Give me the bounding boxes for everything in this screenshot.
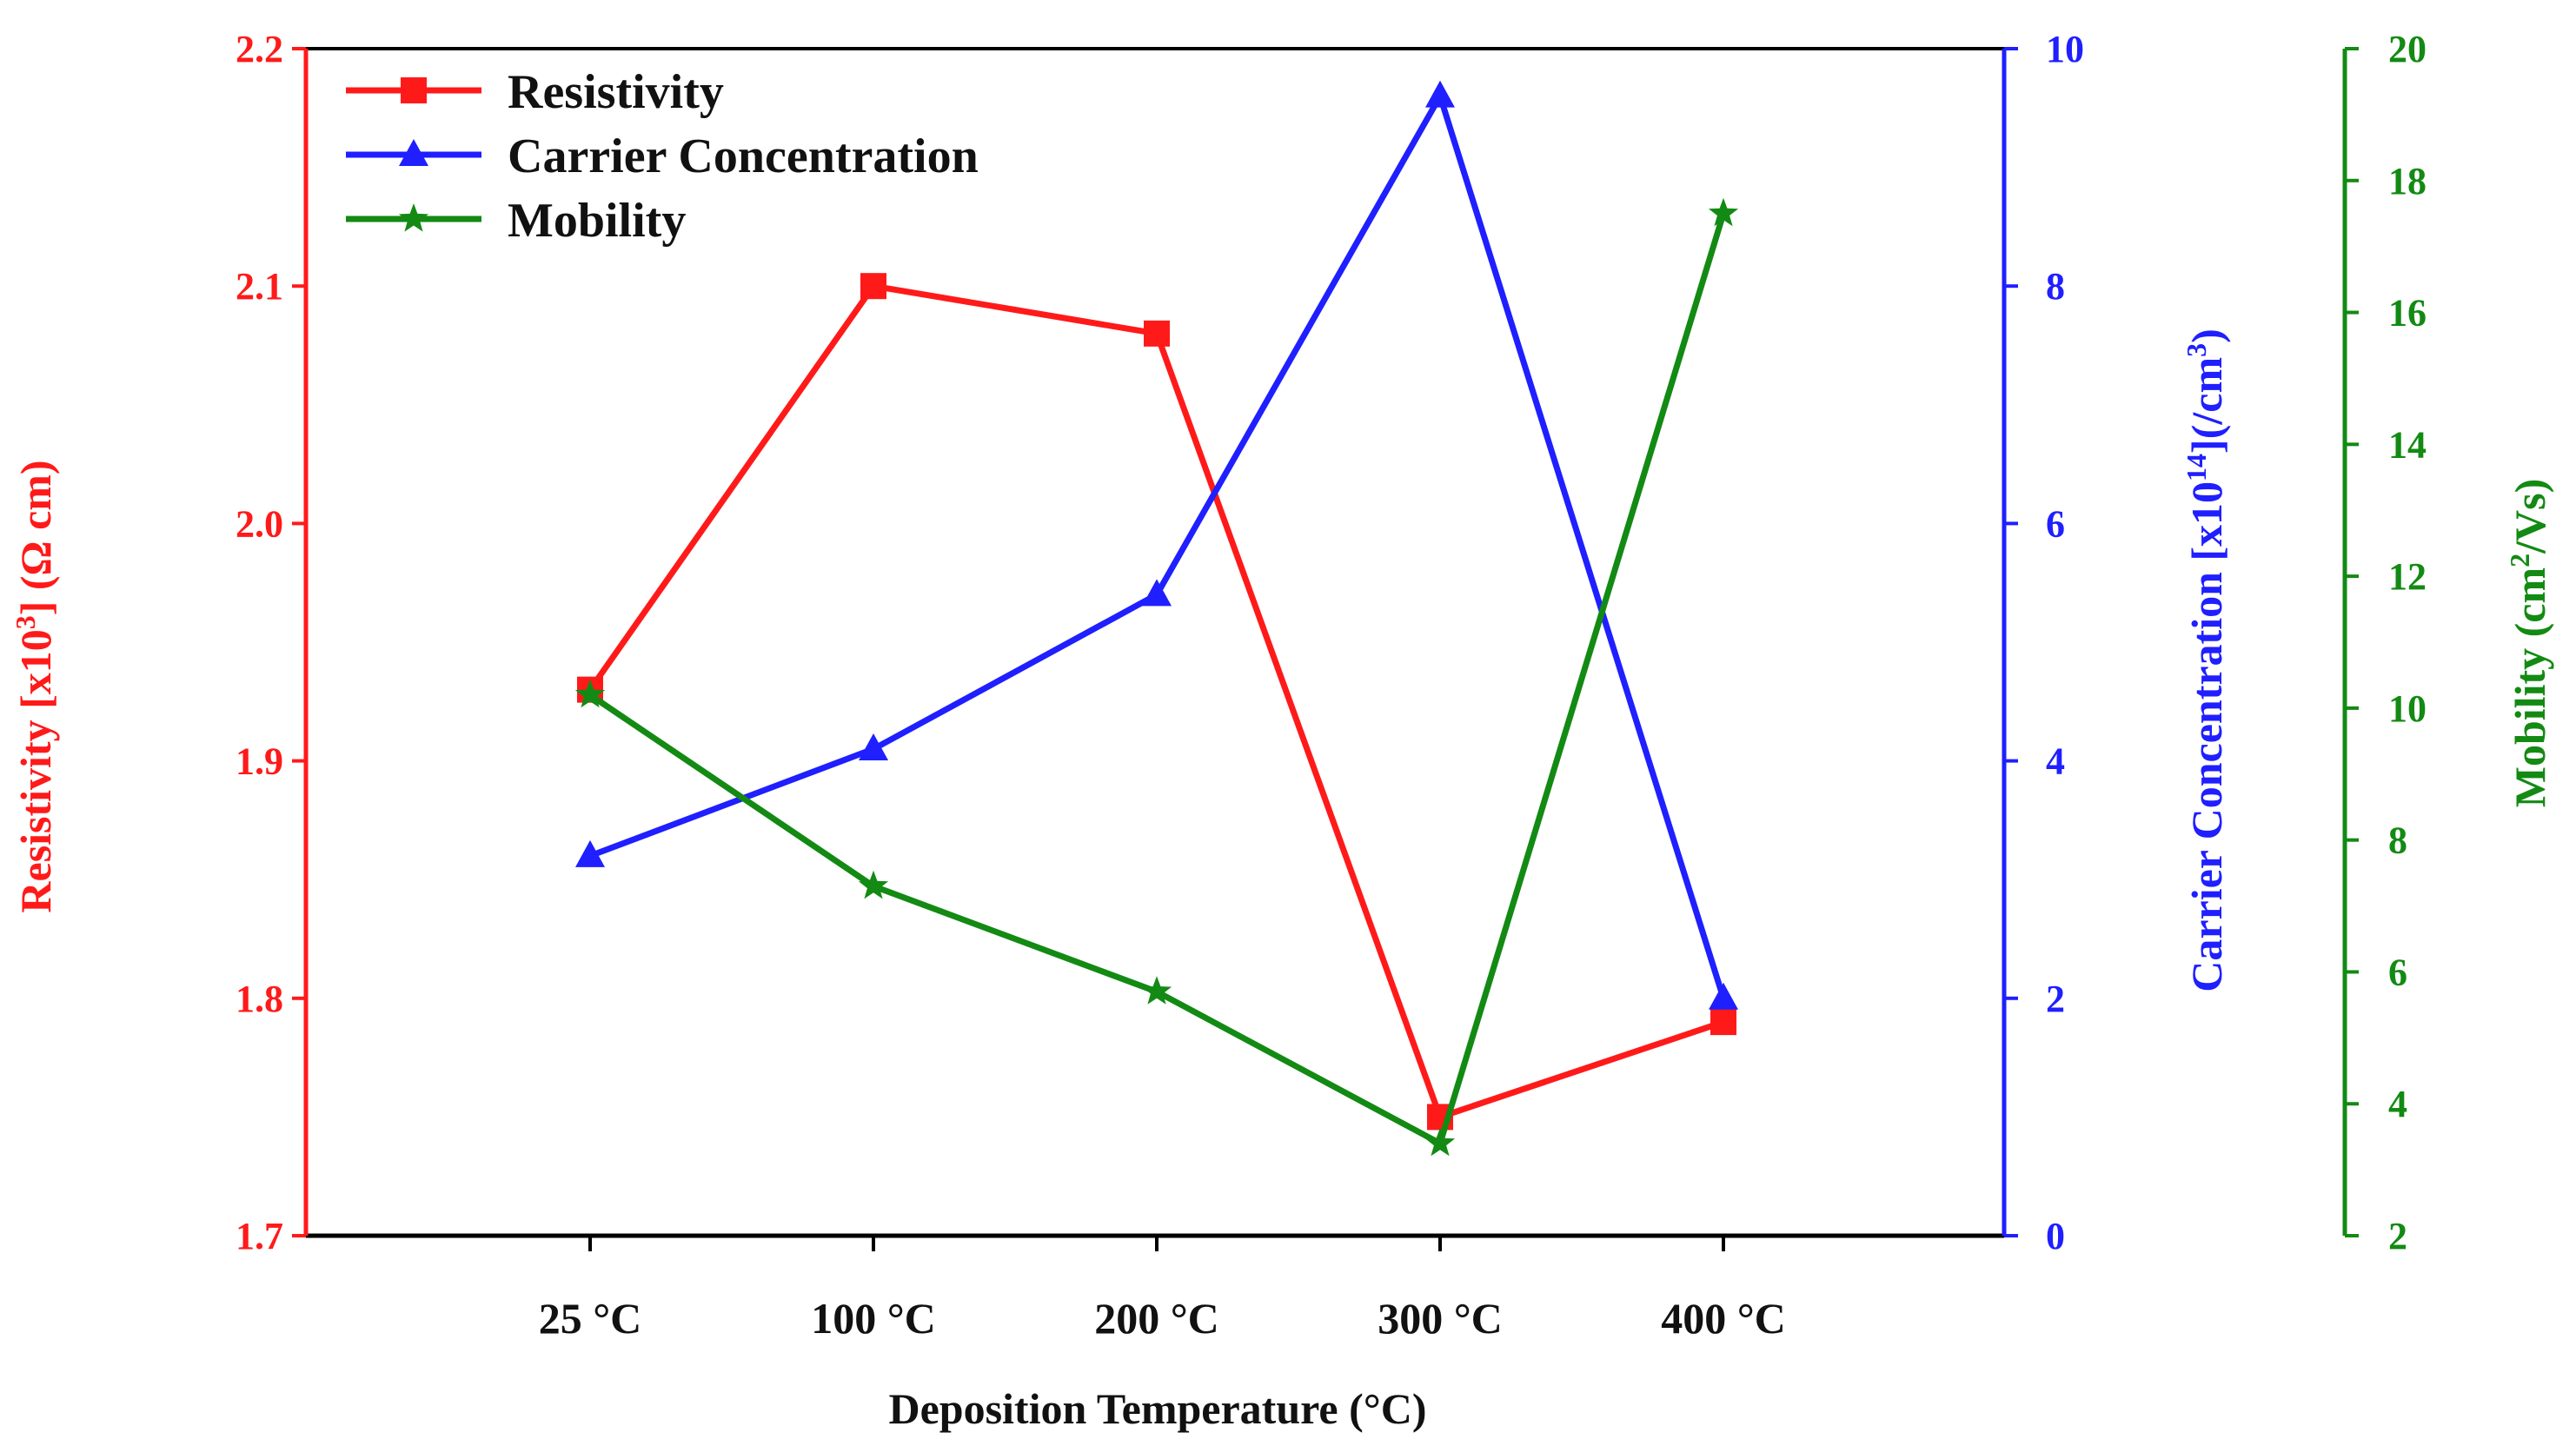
far-right-axis-title-sup: 2	[2504, 554, 2535, 567]
carrier-concentration-point	[1425, 80, 1455, 108]
resistivity-point	[1710, 1009, 1736, 1036]
right-tick-label: 4	[2046, 740, 2065, 783]
x-tick-label: 200 °C	[1094, 1294, 1219, 1343]
x-tick-label: 400 °C	[1661, 1294, 1786, 1343]
legend-resistivity-label: Resistivity	[508, 65, 724, 119]
far-right-axis-title-tail: /Vs)	[2506, 479, 2554, 554]
left-tick-label: 1.7	[236, 1215, 283, 1257]
legend-carrier-concentration-marker	[399, 139, 428, 166]
mobility-line	[588, 212, 1727, 1147]
far-right-tick-label: 18	[2388, 160, 2427, 202]
mobility-point	[1141, 976, 1172, 1005]
mobility-point	[858, 870, 889, 899]
left-axis-title: Resistivity [x103] (Ω cm)	[10, 460, 60, 912]
far-right-tick-label: 10	[2388, 687, 2427, 730]
right-axis-title-mid: ](/cm	[2182, 357, 2231, 454]
x-tick-label: 100 °C	[811, 1294, 936, 1343]
legend: Resistivity Carrier Concentration Mobility	[346, 65, 979, 248]
far-right-axis-title-main: Mobility (cm	[2506, 567, 2554, 807]
left-axis: 1.7 1.8 1.9 2.0 2.1 2.2	[236, 28, 306, 1257]
right-tick-label: 0	[2046, 1215, 2065, 1257]
left-axis-title-sup: 3	[10, 615, 41, 629]
far-right-tick-label: 16	[2388, 292, 2427, 335]
legend-carrier-concentration-label: Carrier Concentration	[508, 129, 979, 183]
far-right-tick-label: 8	[2388, 819, 2407, 862]
mobility-point	[1708, 197, 1739, 227]
carrier-concentration-point	[859, 733, 888, 760]
far-right-tick-label: 2	[2388, 1215, 2407, 1257]
right-tick-label: 10	[2046, 28, 2084, 70]
right-tick-label: 8	[2046, 265, 2065, 308]
right-tick-label: 6	[2046, 502, 2065, 545]
left-tick-label: 1.9	[236, 740, 283, 783]
x-tick-label: 25 °C	[539, 1294, 642, 1343]
legend-mobility-label: Mobility	[508, 194, 686, 248]
left-tick-label: 2.2	[236, 28, 283, 70]
far-right-tick-label: 12	[2388, 555, 2427, 598]
right-tick-label: 2	[2046, 978, 2065, 1020]
left-axis-title-main: Resistivity [x10	[11, 629, 60, 912]
far-right-tick-label: 4	[2388, 1083, 2407, 1125]
x-axis-title: Deposition Temperature (°C)	[888, 1384, 1426, 1433]
far-right-axis-title: Mobility (cm2/Vs)	[2504, 479, 2554, 807]
carrier-concentration-line	[588, 93, 1727, 999]
resistivity-point	[1144, 320, 1170, 347]
x-tick-label: 300 °C	[1378, 1294, 1503, 1343]
far-right-tick-label: 6	[2388, 951, 2407, 993]
mobility-point	[574, 679, 606, 708]
series-layer	[574, 80, 1739, 1157]
mobility-point	[1424, 1127, 1456, 1157]
carrier-concentration-point	[1142, 579, 1172, 607]
far-right-axis: 2 4 6 8 10 12 14 16 18 20	[2345, 28, 2427, 1257]
left-tick-label: 2.1	[236, 265, 283, 308]
right-axis-title-main: Carrier Concentration [x10	[2182, 481, 2231, 992]
right-axis-title: Carrier Concentration [x1014](/cm3)	[2181, 328, 2231, 992]
far-right-tick-label: 20	[2388, 28, 2427, 70]
left-axis-title-tail: ] (Ω cm)	[11, 460, 60, 615]
right-axis-title-sup: 14	[2181, 454, 2212, 481]
left-tick-label: 1.8	[236, 978, 283, 1020]
carrier-concentration-point	[575, 839, 605, 867]
right-axis-title-tail: )	[2182, 328, 2231, 343]
right-axis: 0 2 4 6 8 10	[2004, 28, 2084, 1257]
right-axis-title-sup2: 3	[2181, 343, 2212, 357]
legend-mobility-marker	[398, 203, 429, 232]
resistivity-point	[860, 273, 886, 300]
carrier-concentration-point	[1709, 982, 1738, 1010]
x-axis: 25 °C 100 °C 200 °C 300 °C 400 °C	[539, 1236, 1786, 1343]
legend-resistivity-marker	[401, 77, 427, 103]
far-right-tick-label: 14	[2388, 423, 2427, 466]
left-tick-label: 2.0	[236, 502, 283, 545]
